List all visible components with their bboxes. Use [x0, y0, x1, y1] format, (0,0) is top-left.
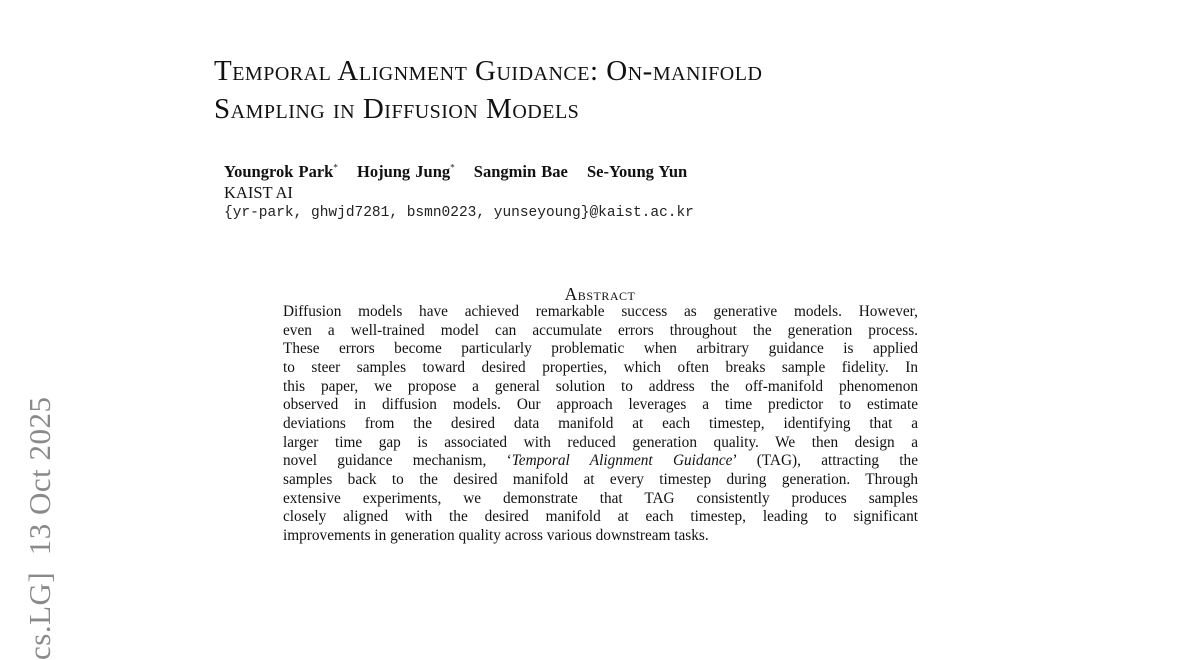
paper-title: Temporal Alignment Guidance: On-manifold…	[214, 52, 762, 128]
arxiv-stamp: cs.LG] 13 Oct 2025	[22, 396, 57, 660]
title-line-1: Temporal Alignment Guidance: On-manifold	[214, 55, 763, 87]
author: Hojung Jung*	[356, 162, 455, 181]
abstract-line: novel guidance mechanism, ‘Temporal Alig…	[283, 452, 918, 470]
author: Se-Young Yun	[586, 162, 688, 181]
abstract-line: These errors become particularly problem…	[283, 340, 918, 358]
method-name: Temporal Alignment Guidance	[511, 452, 733, 470]
author: Sangmin Bae	[473, 162, 568, 181]
title-line-2: Sampling in Diffusion Models	[214, 93, 580, 125]
abstract-line: extensive experiments, we demonstrate th…	[283, 489, 918, 507]
abstract-line: observed in diffusion models. Our approa…	[283, 396, 918, 414]
abstract-line: closely aligned with the desired manifol…	[283, 508, 918, 526]
abstract-line: even a well-trained model can accumulate…	[283, 321, 918, 339]
abstract-line: larger time gap is associated with reduc…	[283, 433, 918, 451]
author-emails: {yr-park, ghwjd7281, bsmn0223, yunseyoun…	[224, 205, 694, 221]
affiliation: KAIST AI	[224, 183, 293, 202]
abstract-line: this paper, we propose a general solutio…	[283, 377, 918, 395]
author: Youngrok Park*	[224, 162, 338, 181]
abstract-line: improvements in generation quality acros…	[283, 526, 709, 544]
abstract-line: deviations from the desired data manifol…	[283, 414, 918, 432]
author-list: Youngrok Park* Hojung Jung* Sangmin Bae …	[224, 162, 701, 182]
abstract-body: Diffusion models have achieved remarkabl…	[283, 303, 918, 546]
abstract-line: to steer samples toward desired properti…	[283, 358, 918, 376]
abstract-line: samples back to the desired manifold at …	[283, 470, 918, 488]
abstract-line: Diffusion models have achieved remarkabl…	[283, 303, 918, 320]
abstract-heading: Abstract	[564, 284, 636, 304]
